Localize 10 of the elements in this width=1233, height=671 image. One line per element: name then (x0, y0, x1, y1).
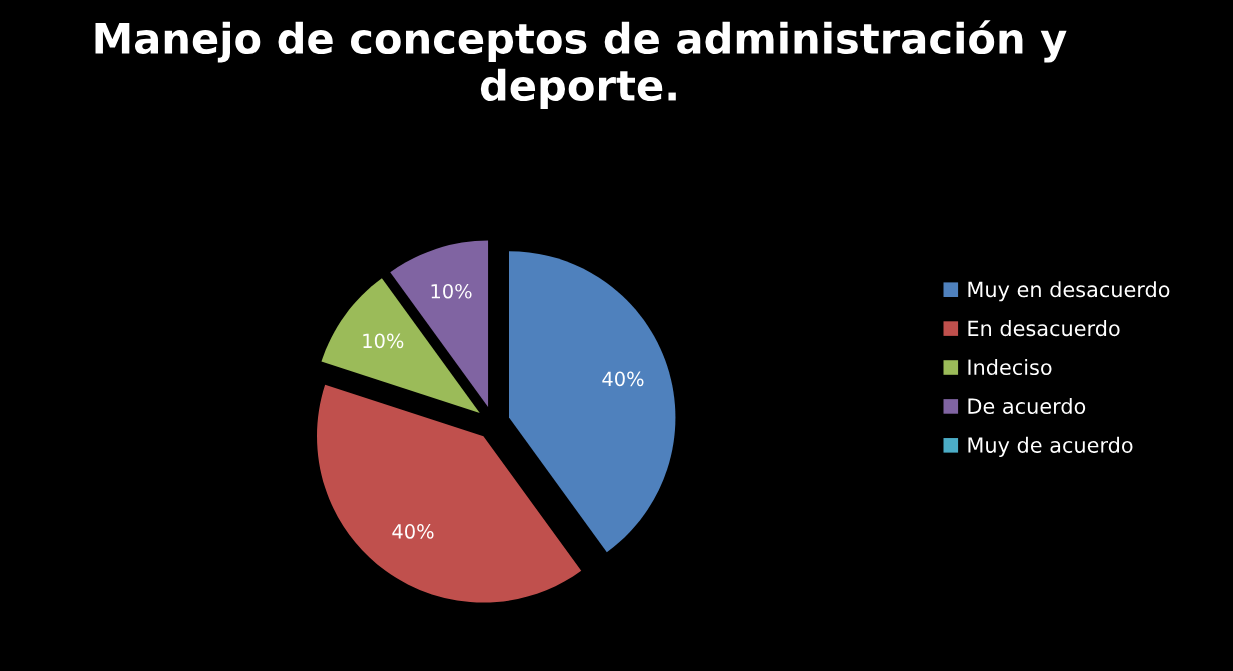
data-label: 10% (363, 333, 404, 349)
legend-label: De acuerdo (968, 397, 1086, 415)
data-label: 40% (602, 371, 644, 387)
legend-label: Muy en desacuerdo (968, 281, 1170, 302)
chart-title: Manejo de conceptos de administración y deporte. (95, 20, 1067, 110)
legend-label: En desacuerdo (968, 320, 1120, 337)
data-label: 10% (431, 283, 472, 299)
legend-label: Indeciso (968, 358, 1052, 376)
legend-label: Muy de acuerdo (968, 436, 1133, 457)
data-label: 40% (392, 524, 434, 539)
